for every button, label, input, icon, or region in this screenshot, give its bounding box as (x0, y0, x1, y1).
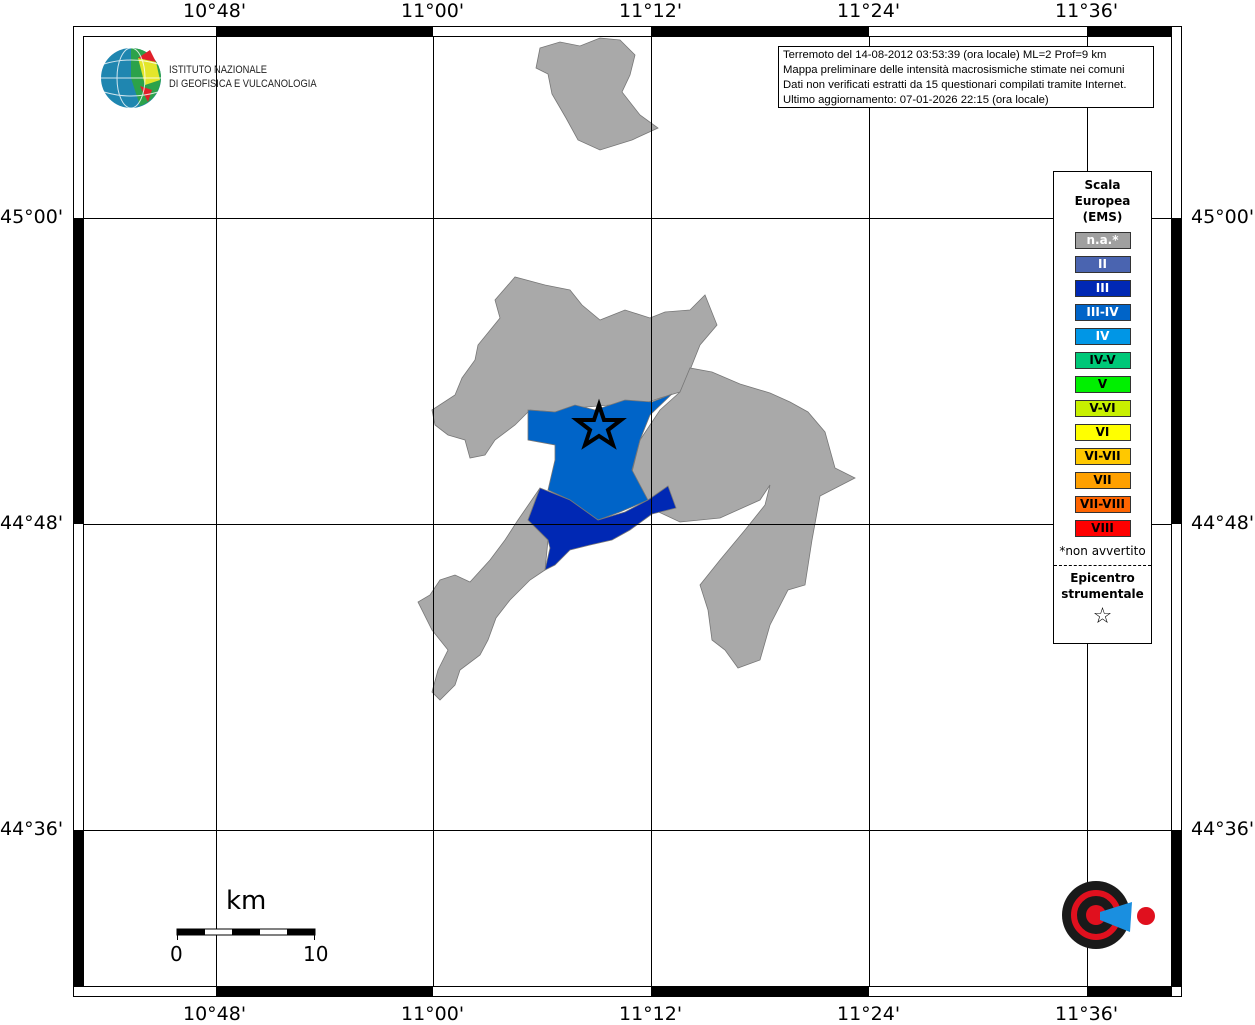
outer-frame (73, 26, 1182, 997)
lat-label-right: 44°36' (1191, 818, 1255, 840)
region-na-east[interactable] (631, 367, 856, 669)
legend-star-icon: ☆ (1092, 604, 1113, 629)
graticule (83, 36, 1172, 987)
lat-label-right: 44°48' (1191, 512, 1255, 534)
legend-epicenter-line: Epicentro (1070, 571, 1135, 585)
scale-bar (176, 928, 316, 940)
legend-epicenter-title: Epicentro strumentale (1054, 570, 1151, 602)
municipalities (417, 37, 856, 701)
lon-label-top: 10°48' (183, 0, 247, 22)
lon-label-bottom: 11°36' (1055, 1003, 1119, 1025)
legend-item: V-VI (1074, 400, 1131, 417)
legend-item: VII (1074, 472, 1131, 489)
lat-label-left: 44°48' (0, 512, 64, 534)
legend-item: VII-VIII (1074, 496, 1131, 513)
lat-label-right: 45°00' (1191, 206, 1255, 228)
frame-segments (74, 27, 1181, 996)
region-III-IV[interactable] (527, 393, 673, 521)
legend-item: VIII (1074, 520, 1131, 537)
ems-legend: Scala Europea (EMS) n.a.* II III III-IV IV IV… (1053, 171, 1152, 644)
legend-item: VI-VII (1074, 448, 1131, 465)
lon-label-top: 11°00' (401, 0, 465, 22)
scale-max: 10 (303, 942, 329, 966)
lat-label-left: 45°00' (0, 206, 64, 228)
epicenter-star-icon[interactable] (571, 398, 627, 450)
legend-note: *non avvertito (1059, 544, 1146, 558)
ingv-line1: ISTITUTO NAZIONALE (169, 64, 268, 76)
region-na-central[interactable] (431, 276, 718, 459)
lon-label-top: 11°12' (619, 0, 683, 22)
legend-epicenter-line: strumentale (1061, 587, 1144, 601)
inner-frame (83, 36, 1172, 987)
legend-item: III-IV (1074, 304, 1131, 321)
lat-label-left: 44°36' (0, 818, 64, 840)
ingv-line2: DI GEOFISICA E VULCANOLOGIA (169, 78, 317, 90)
legend-item: IV-V (1074, 352, 1131, 369)
legend-title-line: (EMS) (1082, 210, 1123, 224)
info-event: Terremoto del 14-08-2012 03:53:39 (ora l… (783, 49, 1107, 61)
legend-item: VI (1074, 424, 1131, 441)
legend-items: n.a.* II III III-IV IV IV-V V V-VI VI VI-VII VII VI… (1054, 232, 1151, 537)
legend-item: n.a.* (1074, 232, 1131, 249)
legend-item: IV (1074, 328, 1131, 345)
legend-divider (1054, 565, 1151, 566)
legend-item: V (1074, 376, 1131, 393)
lon-label-bottom: 11°24' (837, 1003, 901, 1025)
info-source: Dati non verificati estratti da 15 quest… (783, 79, 1127, 91)
ingv-logo-text: ISTITUTO NAZIONALE DI GEOFISICA E VULCAN… (169, 63, 317, 91)
legend-title: Scala Europea (EMS) (1054, 177, 1151, 225)
info-description: Mappa preliminare delle intensità macros… (783, 64, 1125, 76)
scale-unit: km (226, 886, 267, 916)
lon-label-bottom: 10°48' (183, 1003, 247, 1025)
region-III[interactable] (527, 485, 677, 571)
ingv-globe-icon (101, 47, 161, 109)
legend-item: III (1074, 280, 1131, 297)
legend-item: II (1074, 256, 1131, 273)
scale-min: 0 (170, 942, 183, 966)
region-na-southwest[interactable] (417, 487, 549, 701)
event-info-box: Terremoto del 14-08-2012 03:53:39 (ora l… (778, 46, 1154, 108)
lon-label-bottom: 11°00' (401, 1003, 465, 1025)
legend-title-line: Scala (1084, 178, 1121, 192)
haisentito-logo (1062, 881, 1155, 949)
info-updated: Ultimo aggiornamento: 07-01-2026 22:15 (… (783, 94, 1049, 106)
lon-label-top: 11°24' (837, 0, 901, 22)
lon-label-bottom: 11°12' (619, 1003, 683, 1025)
legend-title-line: Europea (1074, 194, 1131, 208)
lon-label-top: 11°36' (1055, 0, 1119, 22)
region-na-north[interactable] (535, 37, 659, 151)
